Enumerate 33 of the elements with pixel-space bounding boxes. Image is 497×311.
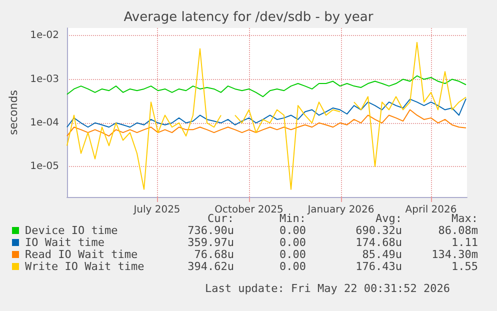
y-tick-label: 1e-04 — [30, 117, 59, 128]
x-tick-label: July 2025 — [132, 204, 180, 216]
line-series — [66, 109, 466, 137]
y-tick-label: 1e-02 — [30, 30, 59, 42]
y-tick-label: 1e-05 — [30, 161, 59, 172]
x-tick-label: January 2026 — [306, 204, 374, 216]
text: 359.97u — [186, 236, 234, 249]
text: 0.00 — [278, 248, 306, 261]
text: 0.00 — [278, 260, 306, 273]
text: 1.55 — [450, 260, 478, 273]
text: Avg: — [376, 212, 402, 225]
text: 0.00 — [278, 224, 306, 237]
text: 690.32u — [354, 224, 402, 237]
text: 174.68u — [354, 236, 402, 249]
line-series — [66, 98, 466, 128]
text: Last update: Fri May 22 00:31:52 2026 — [204, 282, 450, 295]
text: 0.00 — [278, 236, 306, 249]
legend-label: Device IO time — [24, 224, 119, 237]
legend-label: IO Wait time — [24, 236, 106, 249]
chart-title: Average latency for /dev/sdb - by year — [124, 10, 374, 25]
legend-label: Write IO Wait time — [24, 260, 146, 273]
text: 394.62u — [186, 260, 234, 273]
y-axis-title: seconds — [7, 90, 20, 135]
text: 134.30m — [430, 248, 478, 261]
text: 76.68u — [193, 248, 234, 261]
y-tick-label: 1e-03 — [30, 74, 59, 85]
text: 176.43u — [354, 260, 402, 273]
text: 1.11 — [450, 236, 478, 249]
legend-label: Read IO Wait time — [24, 248, 139, 261]
text: 736.90u — [186, 224, 234, 237]
text: 86.08m — [437, 224, 478, 237]
line-series — [66, 75, 466, 98]
text: 85.49u — [361, 248, 402, 261]
